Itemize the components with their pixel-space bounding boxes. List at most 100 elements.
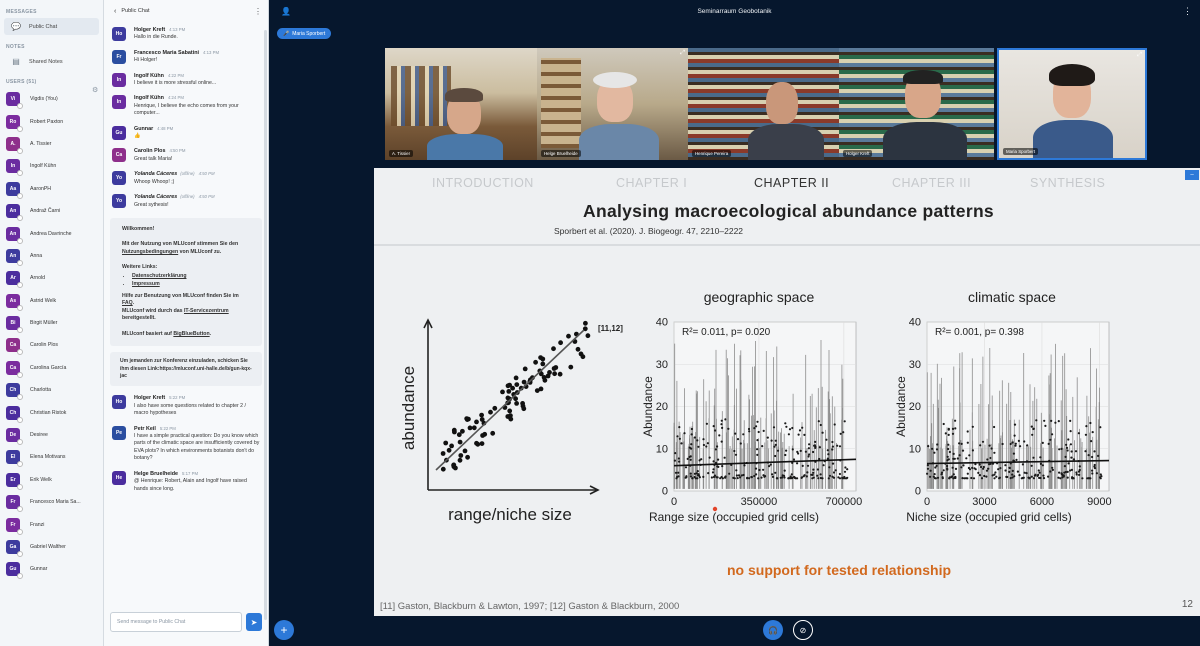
user-list-item[interactable]: Ar Arnold	[0, 267, 103, 289]
presenter-pill[interactable]: 🎤 Maria Sporbert	[277, 28, 332, 39]
data-point	[1086, 477, 1089, 480]
user-list-item[interactable]: Ch Christian Ristok	[0, 401, 103, 423]
user-icon[interactable]: 👤	[281, 7, 291, 16]
privacy-link[interactable]: Datenschutzerklärung	[132, 273, 187, 280]
data-point	[753, 474, 756, 478]
user-list-item[interactable]: Vi Vigdis (You)	[0, 88, 103, 110]
user-list-item[interactable]: In Ingolf Kühn	[0, 155, 103, 177]
user-list-item[interactable]: Aa AaronPH	[0, 178, 103, 200]
data-point	[739, 442, 742, 445]
gear-icon[interactable]: ⚙	[92, 87, 99, 94]
more-options-icon[interactable]: ⋮	[1183, 6, 1192, 16]
data-point	[791, 426, 794, 430]
webcam-button[interactable]: ⊘	[793, 620, 813, 640]
data-point	[1011, 473, 1014, 476]
y-axis-label: Abundance	[894, 376, 908, 437]
bbb-link[interactable]: BigBlueButton	[173, 330, 210, 337]
chat-message-input[interactable]: Send message to Public Chat	[110, 612, 242, 632]
data-point	[714, 429, 717, 432]
schematic-point	[521, 379, 527, 385]
expand-icon[interactable]: ⤢	[1137, 52, 1142, 58]
data-point	[688, 455, 691, 459]
data-point	[971, 425, 974, 428]
data-point	[761, 445, 764, 448]
data-point	[1051, 466, 1054, 469]
data-point	[1020, 477, 1023, 480]
shared-notes-item[interactable]: ▤ Shared Notes	[0, 53, 103, 70]
data-point	[1058, 471, 1061, 474]
actions-button[interactable]: +	[274, 620, 294, 640]
data-point	[735, 474, 738, 477]
user-list-item[interactable]: Gu Gunnar	[0, 558, 103, 580]
data-point	[677, 475, 680, 478]
avatar-initials: Ca	[9, 342, 17, 349]
avatar: Ch	[6, 383, 23, 401]
user-list-item[interactable]: De Desiree	[0, 424, 103, 446]
user-list-item[interactable]: Er Erik Welk	[0, 469, 103, 491]
send-button[interactable]: ➤	[246, 613, 262, 631]
user-list-item[interactable]: Bi Birgit Müller	[0, 312, 103, 334]
avatar-initials: Bi	[10, 320, 16, 327]
user-list-item[interactable]: As Astrid Welk	[0, 290, 103, 312]
messages-heading: MESSAGES	[6, 9, 37, 15]
user-list-item[interactable]: Ch Charlotta	[0, 379, 103, 401]
data-point	[790, 473, 793, 476]
imprint-link[interactable]: Impressum	[132, 281, 160, 288]
data-point	[708, 456, 711, 459]
user-list-item[interactable]: An Anna	[0, 245, 103, 267]
user-list-item[interactable]: Ca Carolina García	[0, 357, 103, 379]
user-list-item[interactable]: Fr Franzi	[0, 513, 103, 535]
public-chat-item[interactable]: 💬 Public Chat	[4, 18, 99, 35]
data-point	[982, 465, 985, 469]
data-point	[711, 471, 715, 474]
webcam-tile-active[interactable]: Maria Sporbert ⤢	[997, 48, 1147, 160]
faq-link[interactable]: FAQ	[122, 300, 133, 307]
data-point	[1025, 472, 1028, 475]
user-name: Desiree	[30, 432, 48, 439]
data-point	[685, 475, 688, 478]
terms-link[interactable]: Nutzungsbedingungen	[122, 248, 179, 255]
back-icon[interactable]: ‹	[114, 7, 117, 15]
webcam-tile[interactable]: Helge Bruelheide ⤢	[537, 48, 688, 160]
data-point	[817, 477, 820, 480]
user-list-item[interactable]: El Elena Motivans	[0, 446, 103, 468]
it-service-link[interactable]: IT-Servicezentrum	[183, 307, 229, 314]
minimize-presentation-button[interactable]: –	[1185, 170, 1199, 180]
schematic-point	[457, 457, 463, 463]
webcam-tile[interactable]: Holger Kreft	[839, 48, 994, 160]
schematic-y-label: abundance	[399, 366, 418, 450]
more-icon[interactable]: ⋮	[254, 7, 262, 16]
webcam-tile[interactable]: A. Tissier	[385, 48, 537, 160]
schematic-point	[506, 389, 512, 394]
user-list-item[interactable]: An Andraž Čarni	[0, 200, 103, 222]
data-point	[733, 449, 736, 453]
y-tick-label: 0	[662, 486, 668, 498]
data-point	[805, 475, 808, 478]
notes-heading: NOTES	[6, 44, 25, 50]
data-point	[690, 433, 693, 436]
chat-header[interactable]: ‹ Public Chat ⋮	[104, 0, 268, 22]
user-list-item[interactable]: Fr Francesco Maria Sa...	[0, 491, 103, 513]
schematic-point	[500, 389, 505, 395]
data-point	[1069, 419, 1072, 422]
user-list-item[interactable]: Ca Carolin Plos	[0, 334, 103, 356]
audio-button[interactable]: 🎧	[763, 620, 783, 640]
expand-icon[interactable]: ⤢	[680, 50, 685, 56]
user-list-item[interactable]: Ga Gabriel Walther	[0, 536, 103, 558]
user-list-item[interactable]: A. A. Tissier	[0, 133, 103, 155]
user-list-item[interactable]: Ro Robert Paxton	[0, 110, 103, 132]
data-point	[961, 477, 964, 480]
chat-scrollbar[interactable]	[264, 30, 267, 620]
data-point	[1013, 423, 1017, 426]
data-point	[993, 477, 996, 480]
webcam-tile[interactable]: Henrique Pereira	[688, 48, 839, 160]
x-tick-label: 6000	[1030, 496, 1054, 508]
data-point	[1013, 475, 1016, 478]
data-point	[1049, 470, 1052, 473]
user-name: Astrid Welk	[30, 297, 57, 304]
avatar: In	[112, 72, 126, 87]
data-point	[1043, 419, 1046, 422]
user-list-item[interactable]: An Andrea Davrinche	[0, 222, 103, 244]
user-name: Ingolf Kühn	[30, 163, 57, 170]
status-dot	[17, 483, 23, 490]
